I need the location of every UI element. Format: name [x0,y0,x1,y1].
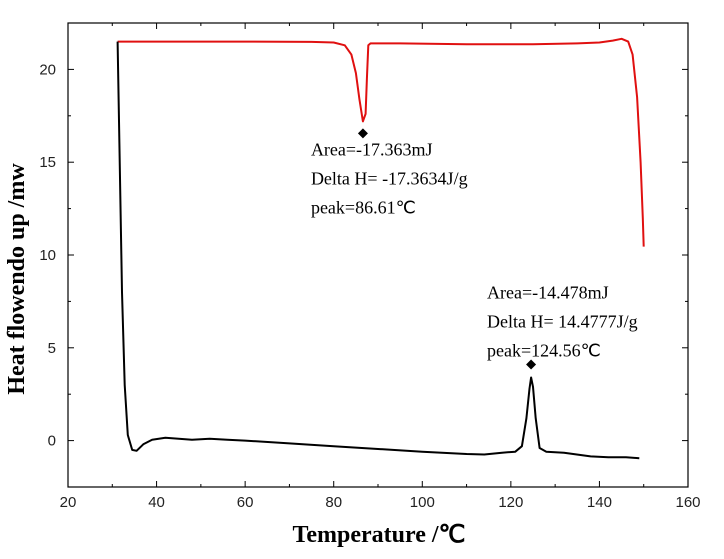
x-tick-label-60: 60 [237,494,254,511]
peak-marker-2 [526,359,537,370]
y-tick-label-0: 0 [48,433,56,450]
series-lines [116,37,645,460]
x-tick-label-140: 140 [587,494,612,511]
plot-border [67,22,689,488]
peak-annotations: Area=-17.363mJ Delta H= -17.3634J/g peak=8… [311,139,638,360]
x-tick-label-120: 120 [498,494,523,511]
annotation-1-line-1: Area=-17.363mJ [311,139,433,159]
x-tick-label-20: 20 [60,494,77,511]
axis-ticks: 20 40 60 80 100 120 140 160 0 5 10 15 20 [39,23,701,511]
annotation-2-line-2: Delta H= 14.4777J/g [487,312,638,332]
y-axis-title: Heat flowendo up /mw [4,163,30,395]
series-line-1 [117,37,645,247]
annotation-1-line-3: peak=86.61℃ [311,197,416,217]
x-tick-label-100: 100 [410,494,435,511]
y-tick-label-10: 10 [39,247,56,264]
y-tick-label-5: 5 [48,340,56,357]
x-axis-title: Temperature /℃ [293,522,466,548]
x-tick-label-40: 40 [148,494,165,511]
x-tick-label-160: 160 [675,494,700,511]
annotation-2-line-3: peak=124.56℃ [487,341,601,361]
annotation-2-line-1: Area=-14.478mJ [487,283,609,303]
y-tick-label-15: 15 [39,154,56,171]
plot-frame [67,22,689,488]
peak-marker-1 [357,128,368,139]
annotation-1-line-2: Delta H= -17.3634J/g [311,168,468,188]
x-tick-label-80: 80 [325,494,342,511]
y-tick-label-20: 20 [39,61,56,78]
series-line-2 [116,41,640,460]
peak-markers [357,128,537,370]
